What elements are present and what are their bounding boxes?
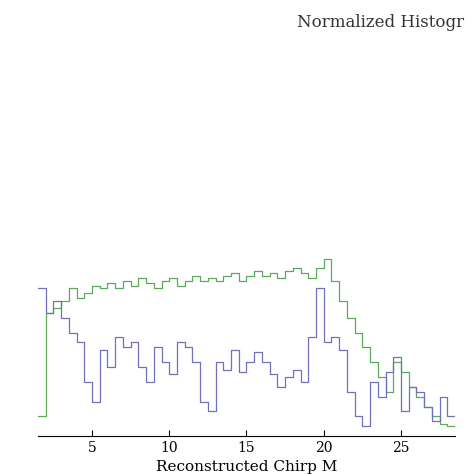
X-axis label: Reconstructed Chirp M: Reconstructed Chirp M bbox=[156, 461, 337, 474]
Text: Normalized Histogr: Normalized Histogr bbox=[297, 14, 465, 31]
